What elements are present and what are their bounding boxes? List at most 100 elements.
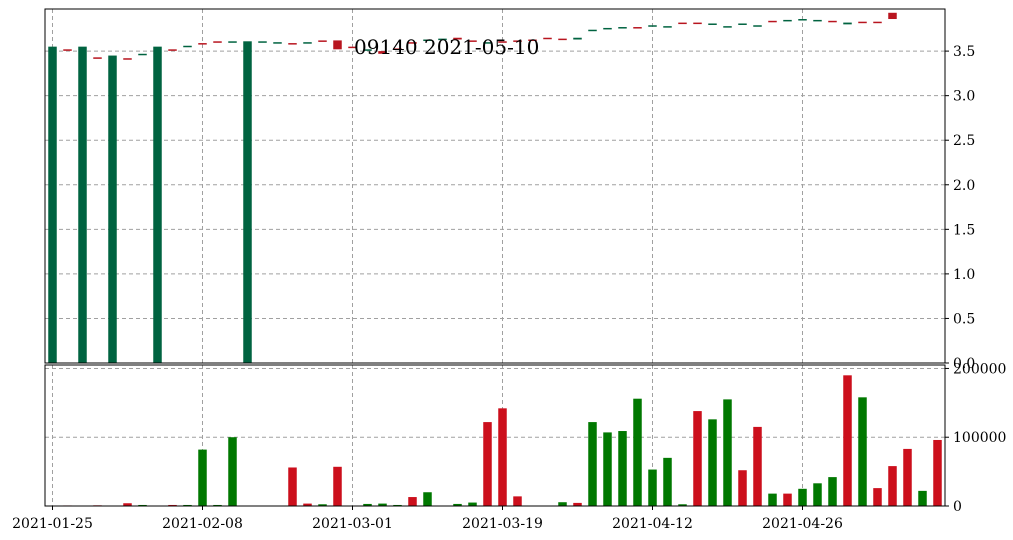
price-y-tick-label: 0.0 — [953, 356, 975, 372]
volume-bar — [798, 488, 807, 506]
price-y-tick-label: 1.5 — [953, 222, 975, 238]
volume-y-tick-label: 200000 — [953, 361, 1006, 377]
x-tick-label: 2021-04-12 — [612, 516, 693, 532]
volume-bar — [888, 466, 897, 506]
candle — [123, 58, 132, 60]
volume-bar — [498, 408, 507, 506]
volume-bar — [483, 422, 492, 506]
volume-bar — [738, 470, 747, 506]
price-y-tick-label: 2.5 — [953, 133, 975, 149]
candle — [408, 42, 417, 44]
candle — [453, 37, 462, 40]
volume-bar — [333, 466, 342, 506]
x-tick-label: 2021-04-26 — [762, 516, 843, 532]
volume-bar — [228, 437, 237, 506]
candle — [363, 49, 372, 51]
volume-bar — [213, 504, 222, 506]
candle — [843, 22, 852, 25]
volume-panel: 0 100000 200000 2021-01-25 2021-02-08 2021-03… — [12, 361, 1006, 532]
volume-bar — [633, 398, 642, 506]
volume-bar — [813, 483, 822, 506]
volume-y-tick-label: 100000 — [953, 430, 1006, 446]
candle — [648, 25, 657, 27]
candle — [738, 23, 747, 25]
volume-bar — [393, 504, 402, 506]
volume-bar — [663, 457, 672, 506]
volume-bar — [168, 504, 177, 506]
volume-bar — [708, 419, 717, 506]
volume-frame — [44, 364, 946, 507]
volume-bar — [918, 490, 927, 506]
candle — [348, 46, 357, 49]
candle — [393, 48, 402, 50]
candle — [708, 23, 717, 25]
candle — [858, 21, 867, 24]
candle — [423, 39, 432, 42]
price-y-tick-label: 0.5 — [953, 311, 975, 327]
candle — [78, 46, 87, 363]
candle — [213, 41, 222, 43]
volume-bar — [723, 399, 732, 506]
candle — [798, 19, 807, 21]
candle — [168, 49, 177, 51]
candle — [288, 43, 297, 45]
candle — [528, 39, 537, 42]
price-y-tick-label: 3.5 — [953, 44, 975, 60]
x-tick-label: 2021-02-08 — [162, 516, 243, 532]
candle — [138, 53, 147, 56]
volume-bar — [363, 503, 372, 506]
candle — [678, 22, 687, 25]
candle — [768, 20, 777, 23]
candle — [663, 26, 672, 28]
candle — [588, 29, 597, 32]
candle — [618, 27, 627, 29]
volume-bar — [468, 502, 477, 506]
candle — [498, 41, 507, 43]
price-frame — [44, 8, 946, 364]
candle — [318, 40, 327, 42]
volume-bar — [588, 422, 597, 506]
volume-bar — [183, 504, 192, 506]
volume-bar — [513, 496, 522, 506]
candle — [483, 42, 492, 44]
volume-bar — [873, 488, 882, 506]
x-tick-label: 2021-01-25 — [12, 516, 93, 532]
candle — [558, 38, 567, 41]
volume-bar — [408, 497, 417, 506]
candle — [273, 42, 282, 44]
volume-bar — [378, 503, 387, 506]
price-y-tick-label: 2.0 — [953, 178, 975, 194]
price-y-tick-label: 1.0 — [953, 267, 975, 283]
candle — [48, 46, 57, 363]
volume-bar — [453, 503, 462, 506]
candle — [633, 27, 642, 29]
candle — [753, 25, 762, 27]
candle — [333, 40, 342, 50]
candle — [468, 40, 477, 42]
candle — [303, 42, 312, 44]
candle — [438, 38, 447, 41]
volume-bar — [903, 448, 912, 506]
candle — [828, 20, 837, 23]
volume-bar — [828, 477, 837, 506]
candle — [783, 19, 792, 22]
candle — [888, 12, 897, 20]
candle — [258, 41, 267, 43]
volume-bar — [858, 397, 867, 506]
price-y-tick-label: 3.0 — [953, 89, 975, 105]
candle — [183, 45, 192, 48]
candle — [693, 22, 702, 25]
candle — [108, 55, 117, 364]
volume-bar — [618, 431, 627, 506]
chart-title: 09140 2021-05-10 — [354, 35, 539, 59]
volume-bar — [558, 502, 567, 506]
candle — [513, 40, 522, 42]
candle — [813, 19, 822, 22]
volume-bar — [318, 504, 327, 506]
volume-bar — [753, 426, 762, 506]
volume-bar — [303, 503, 312, 506]
price-panel: 0.0 0.5 1.0 1.5 2.0 2.5 3.0 3.5 — [44, 8, 975, 372]
volume-bar — [288, 467, 297, 506]
volume-bar — [783, 493, 792, 506]
